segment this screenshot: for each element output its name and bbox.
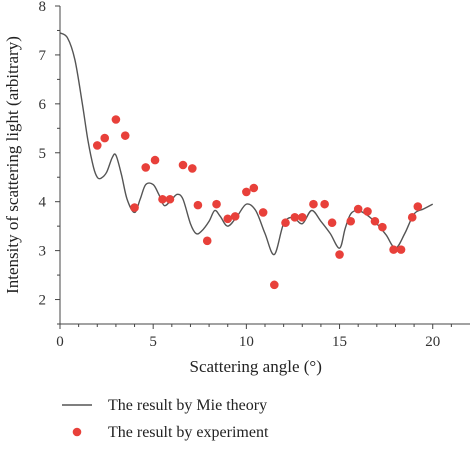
legend-label-mie-theory: The result by Mie theory	[108, 397, 267, 414]
y-tick-label: 2	[39, 293, 47, 309]
x-axis-title: Scattering angle (°)	[190, 357, 322, 376]
experiment-point	[378, 222, 387, 232]
experiment-point	[92, 141, 102, 150]
y-tick-label: 8	[39, 0, 47, 15]
axes: 0 5 10 15 20 2 3 4 5 6 7 8	[39, 0, 470, 350]
experiment-point	[270, 280, 279, 290]
experiment-point	[165, 194, 175, 204]
experiment-point	[202, 236, 212, 246]
experiment-point	[389, 245, 398, 254]
y-tick-label: 4	[39, 195, 47, 211]
experiment-point	[407, 213, 417, 222]
experiment-point	[130, 203, 139, 212]
x-tick-label: 15	[332, 334, 347, 350]
experiment-point	[297, 213, 307, 222]
experiment-point	[230, 212, 240, 221]
x-tick-label: 20	[425, 334, 440, 350]
y-tick-label: 6	[39, 97, 47, 113]
x-tick-label: 0	[56, 334, 64, 350]
experiment-point	[158, 194, 167, 204]
experiment-point	[335, 250, 344, 259]
mie-theory-line	[59, 32, 434, 256]
experiment-point	[258, 208, 268, 217]
experiment-point	[120, 131, 130, 140]
experiment-point	[178, 160, 188, 170]
x-tick-label: 5	[149, 334, 157, 350]
experiment-point	[320, 199, 329, 209]
y-axis-title: Intensity of scattering light (arbitrary…	[3, 36, 22, 294]
experiment-point	[111, 115, 121, 124]
experiment-point	[193, 200, 203, 210]
experiment-point	[188, 164, 197, 173]
y-tick-label: 7	[39, 48, 47, 64]
legend-marker-swatch	[72, 427, 82, 437]
experiment-point	[249, 183, 259, 193]
x-tick-label: 10	[239, 334, 254, 350]
experiment-point	[223, 214, 233, 224]
experiment-point	[413, 202, 423, 211]
legend-label-experiment: The result by experiment	[108, 424, 269, 441]
experiment-point	[100, 133, 110, 143]
experiment-point	[242, 187, 251, 197]
y-tick-label: 5	[39, 146, 47, 162]
legend: The result by Mie theory The result by ex…	[62, 397, 269, 441]
experiment-point	[290, 213, 300, 222]
experiment-point	[141, 163, 151, 172]
experiment-point	[346, 216, 356, 226]
series-layer	[59, 32, 434, 290]
y-tick-label: 3	[39, 244, 47, 260]
experiment-point	[396, 245, 406, 254]
experiment-point	[363, 207, 372, 216]
experiment-point	[281, 218, 290, 228]
experiment-point	[353, 204, 363, 214]
experiment-point	[150, 155, 160, 165]
experiment-point	[212, 199, 221, 209]
experiment-point	[370, 216, 380, 226]
experiment-point	[309, 199, 318, 209]
experiment-point	[327, 218, 337, 228]
